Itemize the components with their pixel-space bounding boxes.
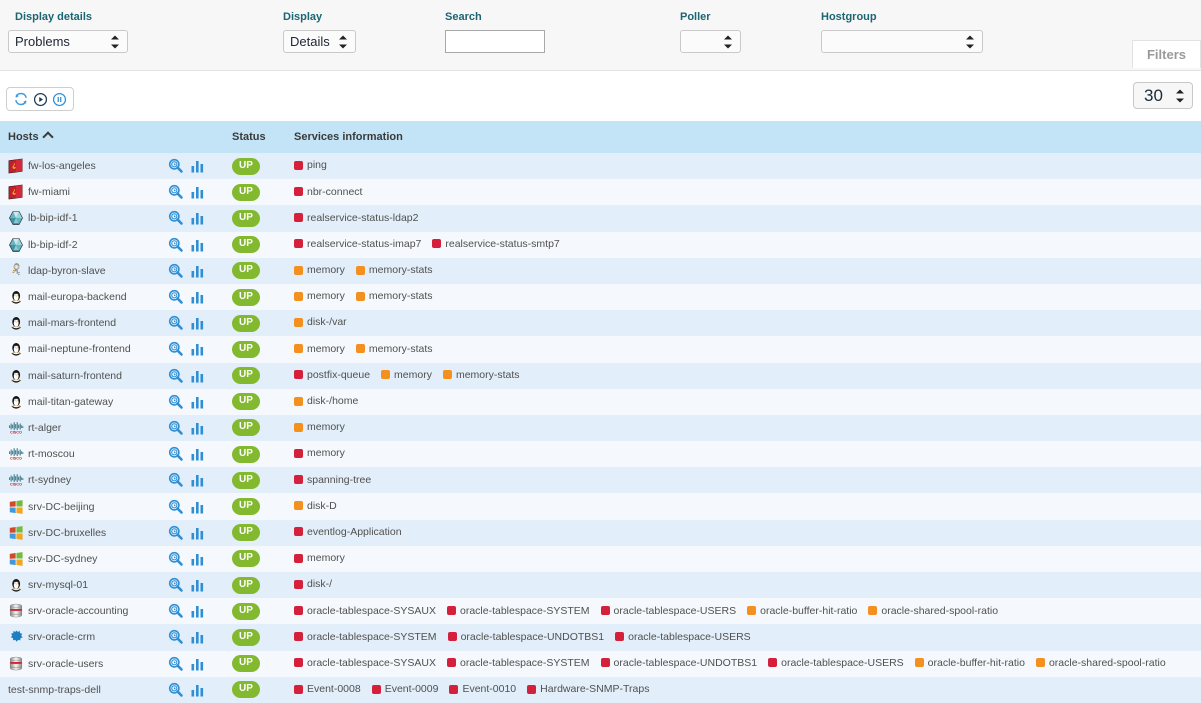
svg-text:CISCO: CISCO: [10, 483, 22, 487]
svg-text:CISCO: CISCO: [10, 457, 22, 461]
svg-text:CISCO: CISCO: [10, 431, 22, 435]
